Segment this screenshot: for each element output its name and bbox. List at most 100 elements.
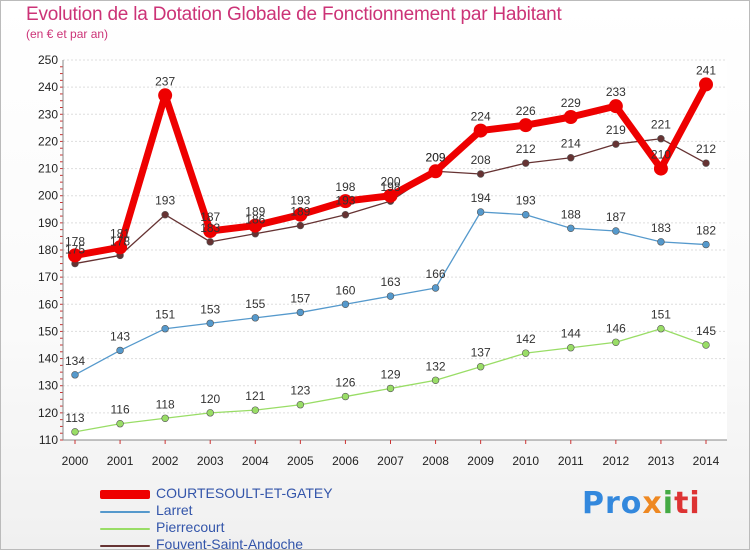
data-label: 229: [561, 96, 581, 110]
data-point: [653, 161, 668, 176]
series-courtesoult-et-gatey: [68, 77, 713, 263]
data-label: 198: [335, 180, 355, 194]
data-label: 121: [245, 389, 265, 403]
data-point: [68, 248, 82, 263]
data-label: 183: [651, 221, 671, 235]
data-label: 153: [200, 302, 220, 316]
data-label: 137: [471, 346, 491, 360]
y-tick-label: 250: [38, 53, 58, 67]
data-point: [473, 123, 488, 138]
y-tick-label: 180: [38, 243, 58, 257]
x-tick-label: 2012: [603, 454, 630, 468]
data-point: [612, 140, 620, 148]
data-point: [431, 284, 440, 292]
legend-swatch: [100, 545, 150, 547]
data-label: 118: [156, 397, 175, 411]
y-tick-label: 240: [38, 80, 58, 94]
data-point: [386, 292, 395, 300]
y-tick-label: 150: [38, 324, 58, 338]
data-point: [206, 409, 214, 417]
data-label: 183: [200, 221, 220, 235]
legend-swatch: [100, 528, 150, 530]
data-point: [476, 170, 485, 178]
data-point: [341, 392, 350, 401]
data-point: [203, 224, 218, 238]
data-point: [296, 221, 305, 230]
data-label: 210: [651, 148, 671, 162]
data-label: 237: [155, 74, 175, 88]
data-point: [383, 188, 398, 203]
data-point: [563, 110, 578, 124]
data-label: 221: [651, 118, 671, 132]
data-point: [71, 371, 79, 379]
data-label: 155: [245, 297, 265, 311]
data-point: [522, 159, 530, 167]
data-label: 241: [696, 63, 716, 77]
data-label: 209: [426, 150, 446, 164]
x-tick-label: 2004: [242, 454, 269, 468]
x-tick-label: 2000: [62, 454, 89, 468]
data-label: 212: [696, 142, 716, 156]
series-pierrecourt: [71, 325, 710, 436]
data-label: 126: [335, 376, 355, 390]
x-tick-label: 2005: [287, 454, 314, 468]
data-label: 224: [471, 110, 491, 124]
data-point: [522, 211, 530, 219]
data-point: [341, 211, 350, 219]
data-label: 178: [110, 234, 130, 248]
data-label: 186: [245, 213, 265, 227]
y-tick-label: 170: [38, 270, 58, 284]
data-point: [567, 344, 575, 352]
data-point: [296, 401, 305, 409]
data-label: 143: [110, 329, 130, 343]
series-larret: [71, 208, 710, 379]
data-label: 120: [200, 392, 220, 406]
x-tick-label: 2008: [422, 454, 449, 468]
data-label: 193: [155, 194, 175, 208]
data-point: [612, 338, 620, 346]
data-label: 145: [696, 324, 716, 338]
x-tick-label: 2001: [107, 454, 134, 468]
data-point: [476, 208, 485, 216]
data-point: [71, 428, 79, 436]
data-label: 163: [380, 275, 400, 289]
x-tick-label: 2011: [558, 454, 584, 468]
data-point: [702, 159, 710, 167]
legend-swatch: [100, 511, 150, 513]
data-label: 209: [426, 150, 446, 164]
y-tick-label: 110: [39, 433, 58, 447]
x-tick-label: 2002: [152, 454, 179, 468]
data-label: 178: [65, 234, 85, 248]
data-label: 160: [335, 283, 355, 297]
x-tick-label: 2003: [197, 454, 224, 468]
y-tick-label: 160: [38, 297, 58, 311]
data-point: [161, 325, 169, 333]
data-label: 144: [561, 327, 581, 341]
data-point: [476, 363, 485, 371]
data-label: 146: [606, 321, 626, 335]
data-point: [657, 135, 665, 143]
data-label: 214: [561, 137, 581, 151]
data-point: [251, 314, 259, 322]
legend-label: Pierrecourt: [156, 519, 225, 535]
data-label: 219: [606, 123, 626, 137]
data-point: [296, 308, 305, 317]
data-point: [338, 194, 353, 209]
y-tick-label: 190: [38, 216, 58, 230]
data-label: 193: [335, 194, 355, 208]
data-label: 208: [471, 153, 491, 167]
data-point: [431, 376, 440, 384]
data-point: [608, 99, 623, 114]
data-point: [702, 240, 710, 249]
y-tick-label: 140: [38, 352, 58, 366]
data-point: [567, 154, 575, 162]
y-tick-label: 230: [38, 107, 58, 121]
data-label: 123: [290, 384, 310, 398]
data-label: 134: [65, 354, 85, 368]
data-point: [158, 88, 173, 103]
data-point: [251, 406, 259, 414]
x-tick-label: 2007: [377, 454, 404, 468]
data-point: [522, 349, 530, 357]
data-label: 182: [696, 224, 716, 238]
